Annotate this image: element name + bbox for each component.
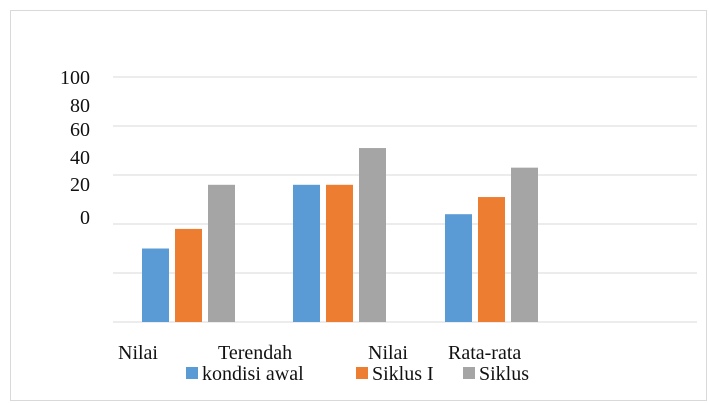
bar-2-2 [326,184,353,322]
legend-label: Siklus [479,363,529,385]
y-tick-label: 20 [70,174,90,196]
legend-label: Siklus I [372,363,434,385]
y-tick-label: 40 [70,147,90,169]
bars [142,148,538,322]
y-tick-label: 0 [80,207,90,229]
bar-3-2 [359,148,386,322]
bar-1-1 [142,248,169,322]
category-label: Nilai [368,342,408,364]
category-label-extra: Rata-rata [448,342,521,364]
bar-3-3 [511,167,538,322]
bar-2-1 [175,228,202,322]
chart-frame [10,10,707,401]
y-tick-label: 100 [60,67,90,89]
bar-3-1 [208,184,235,322]
y-tick-label: 60 [70,119,90,141]
legend-label: kondisi awal [202,363,304,385]
legend-swatch [356,367,368,379]
bar-1-3 [445,214,472,322]
category-labels: Nilai Terendah Nilai Rata-rata [118,342,521,364]
bar-1-2 [293,184,320,322]
bar-2-3 [478,197,505,322]
legend: kondisi awal Siklus I Siklus [186,363,529,385]
category-label: Terendah [218,342,292,364]
y-tick-label: 80 [70,95,90,117]
category-label: Nilai [118,342,158,364]
legend-swatch [463,367,475,379]
legend-swatch [186,367,198,379]
